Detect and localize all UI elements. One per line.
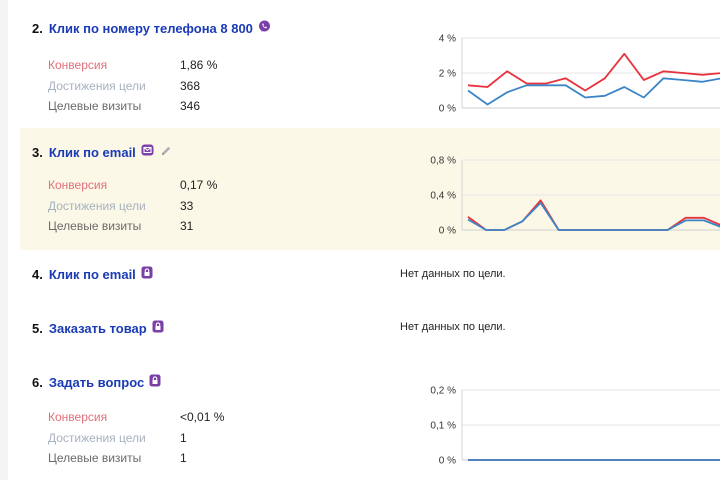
y-tick-label: 0 %	[439, 104, 456, 115]
goal-title-2: 2. Клик по номеру телефона 8 800	[32, 20, 271, 36]
conversion-row: Конверсия 0,17 %	[48, 178, 217, 199]
visits-label: Целевые визиты	[48, 99, 142, 113]
y-tick-label: 0,8 %	[430, 156, 456, 167]
goal-link[interactable]: Задать вопрос	[48, 374, 145, 390]
goal-number: 5.	[32, 320, 43, 336]
achievements-value: 33	[180, 198, 194, 213]
visits-row: Целевые визиты 1	[48, 451, 224, 472]
conversion-row: Конверсия 1,86 %	[48, 58, 217, 79]
goal-number: 2.	[32, 20, 43, 36]
visits-value: 1	[180, 451, 187, 465]
y-tick-label: 2 %	[439, 69, 456, 80]
achievements-row: Достижения цели 1	[48, 431, 224, 452]
y-tick-label: 0 %	[439, 226, 456, 237]
visits-value: 346	[180, 99, 201, 113]
goal-title-4: 4. Клик по email	[32, 266, 153, 282]
goal-metrics-2: Конверсия 1,86 % Достижения цели 368 Целев…	[48, 58, 217, 120]
achievements-row: Достижения цели 33	[48, 199, 217, 220]
left-edge-bar	[0, 0, 8, 480]
conversion-label: Конверсия	[48, 178, 108, 192]
phone-bubble-icon	[258, 20, 271, 36]
y-tick-label: 0,1 %	[430, 421, 456, 432]
goal-number: 3.	[32, 144, 43, 160]
achievements-series-line	[467, 77, 720, 106]
pencil-icon[interactable]	[160, 145, 172, 160]
conversion-label: Конверсия	[48, 410, 108, 424]
lock-bubble-icon	[141, 266, 153, 282]
visits-value: 31	[180, 219, 194, 233]
goal-block-4: 4. Клик по email Нет данных по цели.	[20, 255, 720, 305]
visits-label: Целевые визиты	[48, 219, 142, 233]
no-data-text: Нет данных по цели.	[400, 268, 506, 280]
conversion-series-line	[467, 199, 720, 231]
goal-link[interactable]: Клик по email	[48, 144, 136, 160]
conversion-value: <0,01 %	[180, 410, 225, 424]
goal-title-6: 6. Задать вопрос	[32, 374, 161, 390]
y-tick-label: 0,2 %	[430, 386, 456, 397]
goal-number: 4.	[32, 266, 43, 282]
conversion-value: 1,86 %	[180, 58, 218, 72]
achievements-label: Достижения цели	[48, 78, 146, 93]
conversion-row: Конверсия <0,01 %	[48, 410, 224, 431]
goal-metrics-6: Конверсия <0,01 % Достижения цели 1 Целевы…	[48, 410, 224, 472]
chart-svg: 0,8 % 0,4 % 0 %	[430, 156, 720, 237]
sparkline-chart-goal-6: 0,2 % 0,1 % 0 %	[400, 382, 720, 467]
goal-link[interactable]: Клик по номеру телефона 8 800	[48, 20, 253, 36]
chart-svg: 0,2 % 0,1 % 0 %	[430, 386, 720, 467]
achievements-label: Достижения цели	[48, 430, 146, 445]
lock-bubble-icon	[149, 374, 161, 390]
conversion-value: 0,17 %	[180, 178, 218, 192]
goal-link[interactable]: Заказать товар	[48, 320, 147, 336]
chart-svg: 4 % 2 % 0 %	[439, 34, 720, 115]
visits-row: Целевые визиты 346	[48, 99, 217, 120]
goal-block-6: 6. Задать вопрос Конверсия <0,01 % Достиж…	[20, 362, 720, 480]
achievements-series-line	[467, 202, 720, 231]
goal-title-5: 5. Заказать товар	[32, 320, 164, 336]
visits-label: Целевые визиты	[48, 451, 142, 465]
conversion-label: Конверсия	[48, 58, 108, 72]
achievements-label: Достижения цели	[48, 198, 146, 213]
goal-title-3: 3. Клик по email	[32, 144, 172, 160]
goal-metrics-3: Конверсия 0,17 % Достижения цели 33 Целевы…	[48, 178, 217, 240]
visits-row: Целевые визиты 31	[48, 219, 217, 240]
y-tick-label: 4 %	[439, 34, 456, 45]
conversion-series-line	[467, 52, 720, 92]
achievements-value: 368	[180, 78, 201, 93]
sparkline-chart-goal-2: 4 % 2 % 0 %	[400, 30, 720, 115]
no-data-text: Нет данных по цели.	[400, 321, 506, 333]
email-bubble-icon	[141, 144, 154, 160]
achievements-row: Достижения цели 368	[48, 79, 217, 100]
goal-link[interactable]: Клик по email	[48, 266, 136, 282]
goal-block-2: 2. Клик по номеру телефона 8 800 Конверс…	[20, 0, 720, 125]
y-tick-label: 0,4 %	[430, 191, 456, 202]
goal-number: 6.	[32, 374, 43, 390]
achievements-value: 1	[180, 430, 187, 445]
goal-block-5: 5. Заказать товар Нет данных по цели.	[20, 308, 720, 358]
y-tick-label: 0 %	[439, 456, 456, 467]
sparkline-chart-goal-3: 0,8 % 0,4 % 0 %	[400, 152, 720, 237]
lock-bubble-icon	[152, 320, 164, 336]
